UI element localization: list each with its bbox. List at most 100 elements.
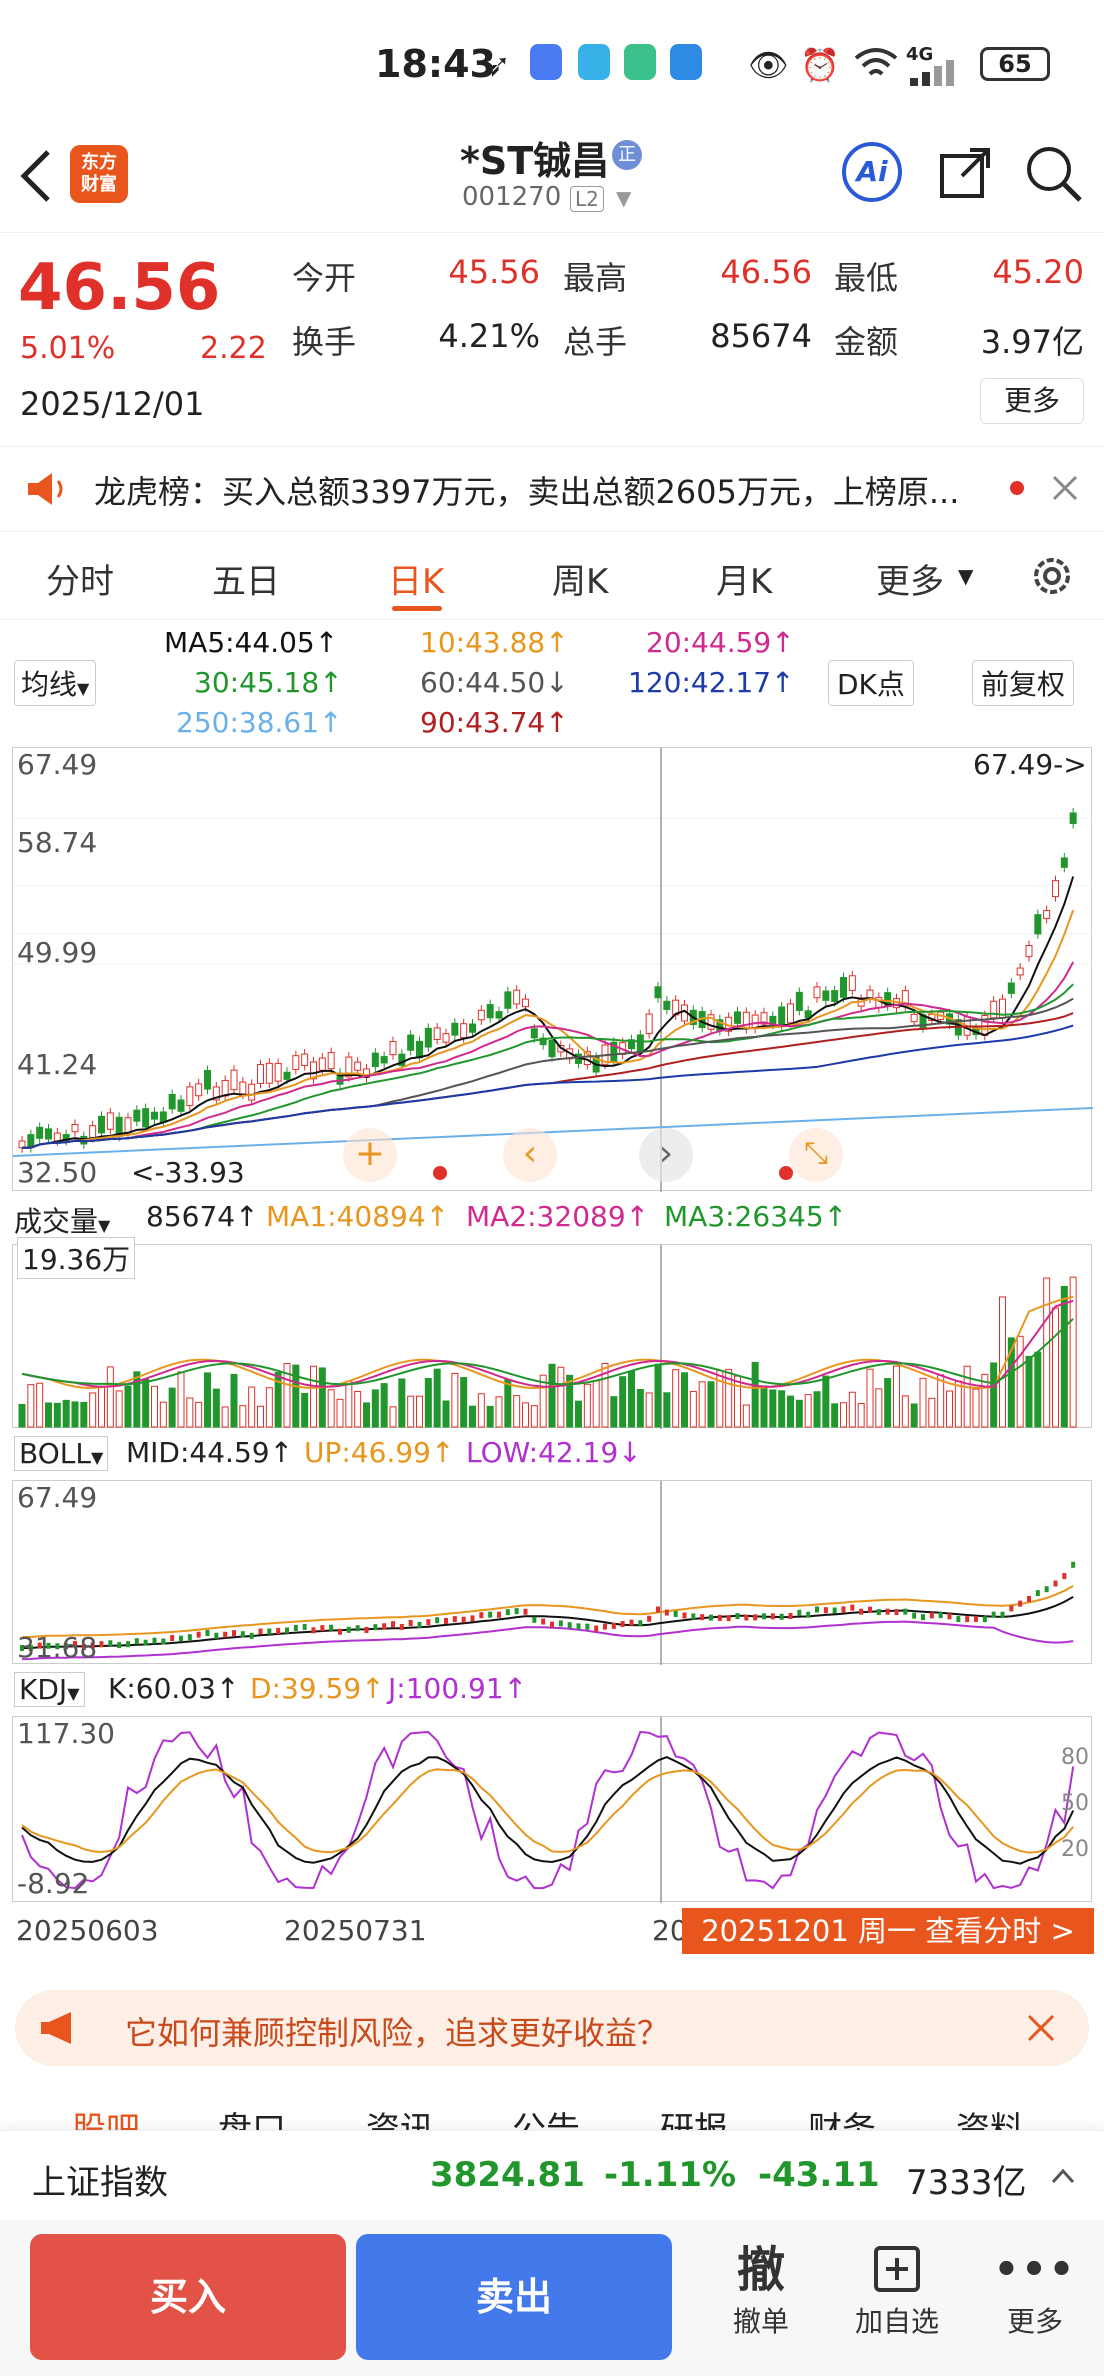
volume-bar	[919, 1377, 927, 1428]
boll-candle	[576, 1623, 581, 1630]
candle	[310, 1061, 317, 1080]
scroll-left-button[interactable]: ‹	[503, 1128, 557, 1182]
index-bar[interactable]: 上证指数 3824.81 -1.11% -43.11 7333亿	[0, 2130, 1104, 2220]
tab-profile[interactable]: 资料	[956, 2110, 1024, 2130]
boll-candle	[753, 1614, 758, 1621]
add-icon	[874, 2246, 920, 2292]
volume-bar	[663, 1392, 671, 1428]
boll-candle	[832, 1607, 837, 1614]
tab-intraday[interactable]: 分时	[46, 562, 114, 602]
zoom-in-button[interactable]: +	[343, 1128, 397, 1182]
signal-icon	[910, 60, 954, 86]
volume-bar	[769, 1389, 777, 1428]
boll-candle	[1044, 1586, 1049, 1593]
boll-candle	[108, 1640, 113, 1647]
ma-selector[interactable]: 均线▼	[14, 660, 97, 706]
volume-bar	[274, 1372, 282, 1428]
tab-news[interactable]: 资讯	[366, 2110, 434, 2130]
boll-selector[interactable]: BOLL▼	[14, 1436, 109, 1471]
volume-bar	[89, 1392, 97, 1428]
gear-icon[interactable]	[1028, 552, 1076, 600]
fullscreen-icon[interactable]: ⤡	[789, 1128, 843, 1182]
volume-bar	[601, 1362, 609, 1428]
tab-forum[interactable]: 股吧	[72, 2110, 140, 2130]
level-badge[interactable]: L2	[570, 186, 604, 212]
close-icon[interactable]	[1050, 473, 1080, 503]
candle	[451, 1022, 459, 1036]
volume-bar	[725, 1368, 733, 1428]
candle	[221, 1079, 229, 1097]
tab-announcements[interactable]: 公告	[512, 2110, 580, 2130]
volume-chart[interactable]: 19.36万	[12, 1237, 1092, 1429]
kline-chart[interactable]: 67.49 58.74 49.99 41.24 32.50 67.49-> <-…	[12, 747, 1093, 1192]
volume-bar	[142, 1378, 150, 1428]
search-icon[interactable]	[1024, 144, 1084, 204]
boll-chart[interactable]: 67.49 31.68	[12, 1480, 1092, 1665]
boll-candle	[240, 1631, 245, 1638]
volume-bar	[416, 1395, 423, 1428]
alarm-icon: ⏰	[800, 46, 840, 84]
boll-candle	[603, 1623, 607, 1630]
tab-weekly-k[interactable]: 周K	[552, 562, 609, 602]
boll-top-label: 67.49	[17, 1481, 98, 1514]
candle	[1052, 880, 1059, 898]
cancel-order-button[interactable]: 撤 撤单	[706, 2240, 816, 2340]
volume-bar	[221, 1406, 229, 1428]
boll-candle	[700, 1614, 705, 1621]
share-icon[interactable]	[938, 144, 994, 200]
close-icon[interactable]	[1025, 2012, 1057, 2044]
boll-candle	[567, 1622, 572, 1629]
candle	[354, 1061, 362, 1071]
volume-bar	[928, 1397, 936, 1428]
ai-button[interactable]: Ai	[842, 142, 902, 202]
boll-candle	[293, 1624, 298, 1631]
volume-bar	[45, 1402, 52, 1428]
boll-candle	[505, 1609, 510, 1616]
tab-research[interactable]: 研报	[660, 2110, 728, 2130]
ma20-value: 20:44.59↑	[646, 626, 795, 659]
candle	[371, 1052, 379, 1068]
volume-bar	[177, 1371, 185, 1428]
tab-five-day[interactable]: 五日	[212, 562, 280, 602]
tab-more[interactable]: 更多	[876, 562, 944, 602]
tab-finance[interactable]: 财务	[808, 2110, 876, 2130]
volume-bar	[239, 1405, 247, 1428]
add-watchlist-button[interactable]: 加自选	[842, 2240, 952, 2340]
boll-candle	[868, 1606, 872, 1613]
boll-candle	[965, 1616, 970, 1623]
sell-button[interactable]: 卖出	[356, 2234, 672, 2360]
badge-icon: 正	[612, 140, 642, 170]
more-actions-button[interactable]: ••• 更多	[980, 2240, 1090, 2340]
kdj-selector[interactable]: KDJ▼	[14, 1672, 85, 1707]
back-icon[interactable]	[18, 148, 54, 204]
buy-button[interactable]: 买入	[30, 2234, 346, 2360]
view-intraday-button[interactable]: 20251201 周一 查看分时 >	[682, 1908, 1094, 1954]
promo-banner[interactable]: 它如何兼顾控制风险，追求更好收益？	[15, 1990, 1089, 2066]
volume-selector[interactable]: 成交量▼	[14, 1205, 111, 1238]
chevron-down-icon[interactable]: ▼	[616, 186, 632, 210]
boll-candle	[461, 1616, 466, 1623]
news-ticker[interactable]: 龙虎榜：买入总额3397万元，卖出总额2605万元，上榜原...	[0, 446, 1104, 532]
app-notification-icon	[670, 44, 702, 80]
boll-candle	[726, 1615, 731, 1622]
adjust-button[interactable]: 前复权	[972, 660, 1075, 706]
ma10-value: 10:43.88↑	[420, 626, 569, 659]
candle	[274, 1063, 282, 1082]
dk-points-button[interactable]: DK点	[828, 660, 914, 706]
boll-candle	[921, 1614, 925, 1621]
boll-candle	[647, 1615, 652, 1622]
volume-bar	[407, 1395, 415, 1428]
boll-candle	[938, 1612, 943, 1619]
scroll-right-button[interactable]: ›	[639, 1128, 693, 1182]
kdj-chart[interactable]: 117.30 -8.92 80 50 20	[12, 1716, 1092, 1903]
boll-candle	[912, 1612, 917, 1619]
chevron-up-icon[interactable]	[1050, 2167, 1076, 2185]
tab-daily-k[interactable]: 日K	[388, 562, 445, 602]
boll-candle	[426, 1619, 431, 1626]
app-notification-icon	[530, 44, 562, 80]
y-axis-label: 32.50	[17, 1156, 98, 1189]
boll-candle	[638, 1620, 643, 1627]
tab-monthly-k[interactable]: 月K	[716, 562, 773, 602]
tab-orderbook[interactable]: 盘口	[218, 2110, 286, 2130]
more-button[interactable]: 更多	[980, 378, 1084, 424]
